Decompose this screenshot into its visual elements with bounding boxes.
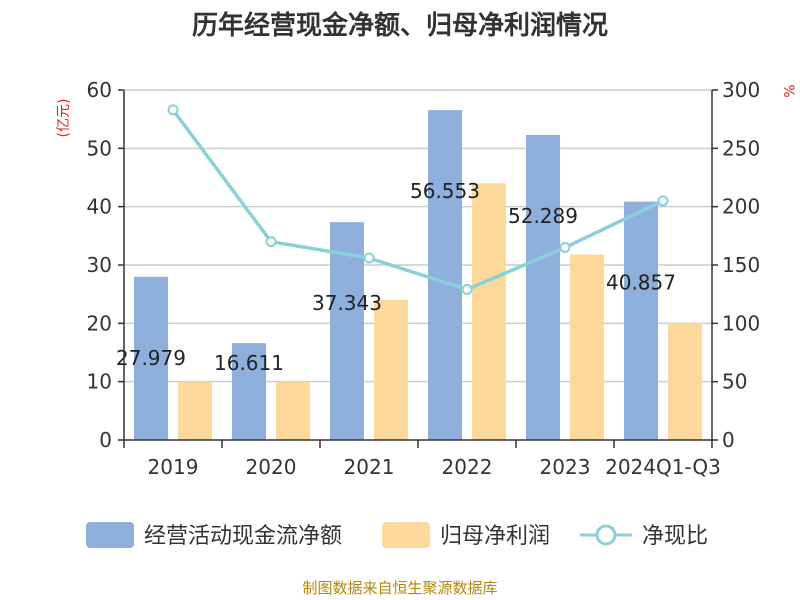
x-tick-label-2021: 2021 [344, 455, 395, 479]
bar-netprofit-2022 [472, 183, 506, 441]
x-tick-label-2022: 2022 [442, 455, 493, 479]
bar-netprofit-2020 [276, 381, 310, 440]
y-left-tick-label: 30 [87, 253, 112, 277]
point-ratio-2023 [559, 242, 571, 253]
legend-label-ratio: 净现比 [642, 524, 708, 549]
data-label-cashflow-2020: 16.611 [214, 351, 284, 375]
x-tick-label-2020: 2020 [246, 455, 297, 479]
source-note: 制图数据来自恒生聚源数据库 [302, 579, 497, 597]
legend-swatch-cashflow [86, 522, 134, 548]
chart-title: 历年经营现金净额、归母净利润情况 [192, 10, 608, 41]
y-right-tick-label: 100 [722, 311, 760, 335]
legend-label-netprofit: 归母净利润 [440, 524, 550, 549]
point-ratio-2020 [265, 236, 277, 248]
y-right-tick-label: 200 [722, 195, 760, 219]
data-label-cashflow-2021: 37.343 [312, 291, 382, 315]
y-left-tick-label: 50 [87, 136, 112, 160]
x-tick-label-2023: 2023 [540, 455, 591, 479]
point-ratio-2021 [363, 252, 375, 264]
data-label-cashflow-2022: 56.553 [410, 179, 480, 203]
legend-swatch-netprofit [382, 522, 430, 548]
y-right-tick-label: 150 [722, 253, 760, 277]
grid-layer [124, 89, 712, 383]
y-left-tick-label: 40 [87, 195, 112, 219]
bar-cashflow-2023 [526, 134, 560, 440]
data-label-cashflow-2024Q1-Q3: 40.857 [606, 271, 676, 295]
y-left-unit-label: (亿元) [56, 99, 72, 138]
legend-marker-ratio [595, 524, 617, 546]
y-left-tick-label: 10 [87, 370, 112, 394]
y-right-unit-label: % [780, 84, 796, 97]
bar-cashflow-2024Q1-Q3 [624, 201, 658, 440]
point-ratio-2019 [167, 104, 179, 116]
line-ratio [171, 108, 664, 292]
y-right-tick-label: 50 [722, 370, 747, 394]
y-left-tick-label: 60 [87, 78, 112, 102]
data-label-cashflow-2023: 52.289 [508, 204, 578, 228]
bar-netprofit-2021 [374, 300, 408, 440]
legend-label-cashflow: 经营活动现金流净额 [144, 524, 342, 549]
y-left-tick-label: 0 [99, 428, 112, 452]
data-label-cashflow-2019: 27.979 [116, 346, 186, 370]
bar-netprofit-2019 [178, 381, 212, 440]
axes-layer: 0 10 20 30 40 50 60 0 50 100 150 200 250 300 2019 2020 2… [87, 78, 761, 479]
bar-cashflow-2022 [428, 110, 462, 441]
data-labels-layer: 27.979 16.611 37.343 56.553 52.289 40.857 [116, 179, 676, 375]
point-ratio-2024Q1-Q3 [657, 195, 669, 207]
bar-netprofit-2023 [570, 254, 604, 440]
y-left-tick-label: 20 [87, 311, 112, 335]
bar-cashflow-2020 [232, 343, 266, 440]
bars-layer [134, 110, 702, 441]
y-right-tick-label: 0 [722, 428, 735, 452]
y-right-tick-label: 300 [722, 78, 760, 102]
bar-cashflow-2021 [330, 222, 364, 440]
bar-cashflow-2019 [134, 276, 168, 440]
bar-netprofit-2024Q1-Q3 [668, 323, 702, 440]
point-ratio-2022 [461, 284, 473, 295]
line-layer [167, 104, 669, 295]
y-right-tick-label: 250 [722, 136, 760, 160]
legend: 经营活动现金流净额 归母净利润 净现比 [86, 522, 708, 549]
x-tick-label-2019: 2019 [148, 455, 199, 479]
x-tick-label-2024Q1-Q3: 2024Q1-Q3 [605, 455, 721, 479]
